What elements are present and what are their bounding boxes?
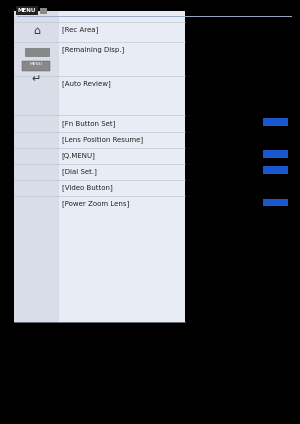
Text: [Auto Review]: [Auto Review] bbox=[61, 81, 110, 87]
Text: MENU: MENU bbox=[17, 8, 36, 13]
Text: ⌂: ⌂ bbox=[33, 25, 40, 36]
Bar bbox=[22, 61, 50, 71]
Bar bbox=[58, 11, 184, 322]
Text: [Remaining Disp.]: [Remaining Disp.] bbox=[61, 47, 124, 53]
Text: [Lens Position Resume]: [Lens Position Resume] bbox=[61, 136, 142, 143]
Bar bbox=[16, 6, 38, 15]
Text: ↵: ↵ bbox=[32, 74, 41, 84]
Bar bbox=[262, 118, 288, 126]
Text: [Power Zoom Lens]: [Power Zoom Lens] bbox=[61, 201, 129, 207]
Bar bbox=[14, 11, 59, 322]
Bar bbox=[25, 48, 49, 56]
Bar bbox=[262, 150, 288, 158]
Bar bbox=[262, 166, 288, 174]
Text: MENU: MENU bbox=[29, 62, 42, 67]
Bar bbox=[262, 198, 288, 206]
Text: [Dial Set.]: [Dial Set.] bbox=[61, 168, 96, 175]
Text: [Q.MENU]: [Q.MENU] bbox=[61, 152, 95, 159]
Bar bbox=[40, 8, 47, 14]
Text: [Fn Button Set]: [Fn Button Set] bbox=[61, 120, 115, 127]
Text: [Video Button]: [Video Button] bbox=[61, 184, 112, 191]
Text: [Rec Area]: [Rec Area] bbox=[61, 27, 98, 33]
